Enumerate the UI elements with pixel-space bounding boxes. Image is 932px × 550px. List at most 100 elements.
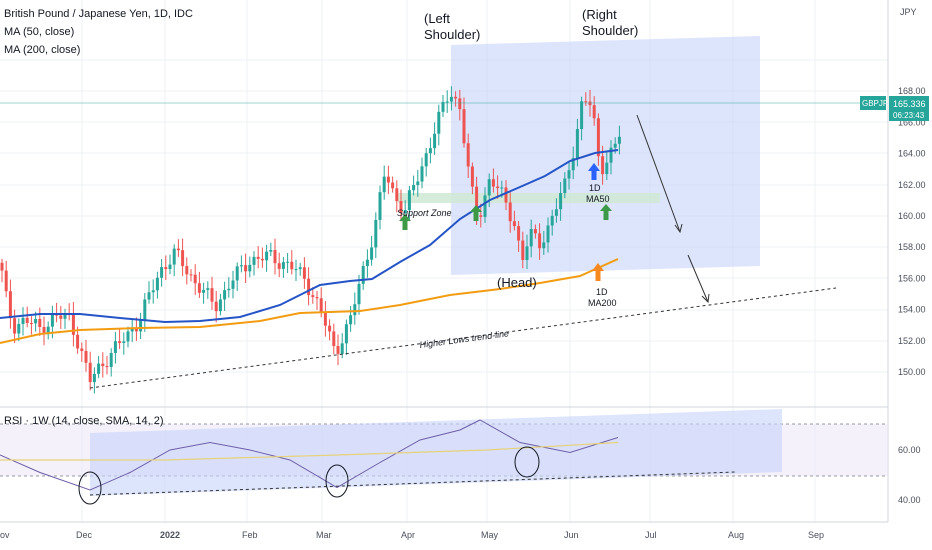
pattern-box [451,36,760,275]
candle [374,212,378,259]
candle [571,146,575,180]
candle [311,287,315,304]
candle [483,187,487,223]
candle [605,151,609,181]
ma200-label-1: 1D [596,287,608,297]
time-tick-3: Mar [316,530,332,540]
candle [550,209,554,236]
candle [286,252,290,274]
candle [118,329,122,349]
candle [80,342,84,362]
candle [143,292,147,332]
candle [445,90,449,113]
candle [202,282,206,304]
candle [407,185,411,222]
candle [67,303,71,321]
candle [71,302,75,347]
candle [517,220,521,252]
candle [609,140,613,175]
candle [344,319,348,355]
candle [353,292,357,325]
candle [592,96,596,126]
candle [496,175,500,199]
candle [126,326,130,348]
legend-ma200: MA (200, close) [4,44,80,56]
candle [596,113,600,166]
time-tick-nov-partial: ov [0,530,10,540]
candle [92,367,96,394]
time-tick-7: Jul [645,530,657,540]
ma50-label-1: 1D [589,183,601,193]
rsi-circle-2 [325,464,349,498]
candle [88,351,92,391]
candle [210,276,214,310]
candle [231,270,235,299]
time-tick-4: Apr [401,530,415,540]
candle [97,355,101,379]
candle [294,259,298,281]
candle [458,89,462,121]
unit-label: JPY [900,7,917,17]
candle [25,306,29,328]
candle [38,307,42,336]
candle [176,239,180,257]
candle [252,251,256,276]
rsi-tick-40: 40.00 [898,495,921,505]
candle [260,247,264,268]
candle [525,234,529,269]
candle [139,312,143,339]
support-zone [398,193,660,203]
price-scale[interactable]: JPY 150.00 152.00 154.00 156.00 158.00 160.00… [887,0,926,522]
orange-arrow-ma200 [592,263,604,281]
green-arrow-1 [399,214,411,230]
candle [554,198,558,223]
candle [281,256,285,278]
blue-arrow-ma50 [588,163,600,180]
ticker-badge: GBPJPY [862,99,894,108]
price-tick-4: 158.00 [898,242,926,252]
rsi-box [90,409,782,496]
candle [462,97,466,148]
candle [386,165,390,195]
candle [357,274,361,315]
candle [8,279,12,329]
candle [105,355,109,375]
price-tick-3: 156.00 [898,273,926,283]
candle [298,262,302,276]
candle [164,255,168,281]
candle [323,301,327,337]
candle [218,293,222,316]
candle [617,125,621,155]
time-axis[interactable]: Dec 2022 Feb Mar Apr May Jun Jul Aug Sep [76,530,824,540]
time-tick-5: May [481,530,499,540]
candle [29,316,33,335]
candle [454,91,458,107]
rsi-tick-60: 60.00 [898,445,921,455]
candle [508,191,512,233]
candle [336,334,340,366]
trendline-label: Higher Lows trend-line [419,328,510,350]
candle [424,147,428,177]
price-badge-countdown: 06:23:43 [893,111,925,120]
candle [332,323,336,355]
ma200-line [0,258,619,344]
candle [235,262,239,292]
candle [370,235,374,266]
price-tick-1: 152.00 [898,336,926,346]
candle [244,253,248,284]
legend-ma50: MA (50, close) [4,26,74,38]
ma50-line [0,149,619,324]
candle [4,260,8,298]
time-tick-9: Sep [808,530,824,540]
price-tick-5: 160.00 [898,211,926,221]
candle [113,332,117,364]
price-tick-0: 150.00 [898,367,926,377]
candle [420,157,424,189]
candle [416,169,420,197]
candle [361,261,365,290]
candle [378,185,382,230]
green-arrow-2 [470,205,482,221]
ma200-label-2: MA200 [588,298,617,308]
legend-rsi: RSI · 1W (14, close, SMA, 14, 2) [4,415,164,427]
candle [412,175,416,196]
